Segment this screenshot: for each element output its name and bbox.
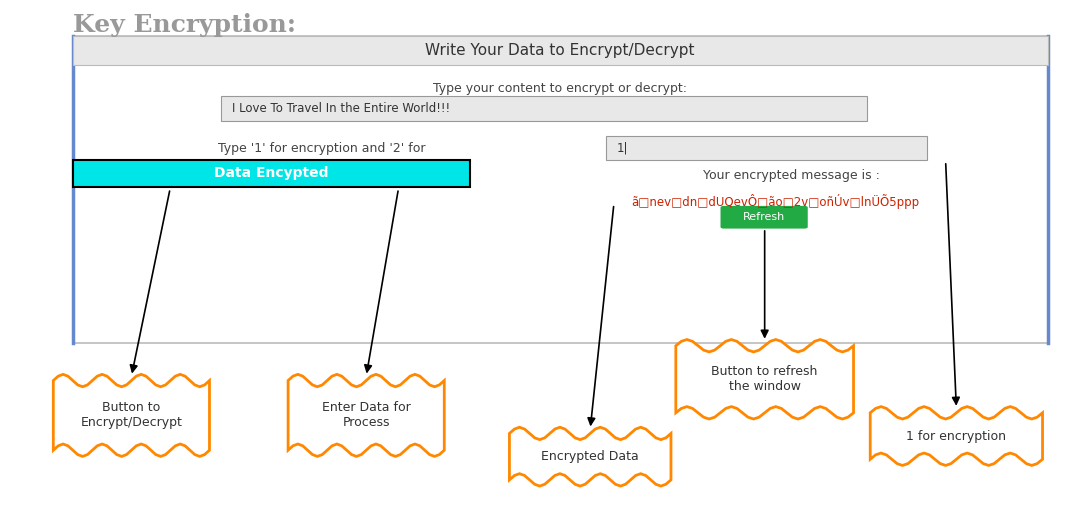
Text: Type '1' for encryption and '2' for: Type '1' for encryption and '2' for	[218, 142, 425, 155]
Text: Refresh: Refresh	[743, 212, 785, 222]
Text: I Love To Travel In the Entire World!!!: I Love To Travel In the Entire World!!!	[232, 102, 450, 116]
Text: Button to refresh
the window: Button to refresh the window	[712, 365, 817, 393]
FancyBboxPatch shape	[73, 160, 470, 187]
Text: Your encrypted message is :: Your encrypted message is :	[703, 169, 880, 182]
Text: Enter Data for
Process: Enter Data for Process	[322, 401, 410, 429]
PathPatch shape	[676, 340, 853, 419]
Text: Button to
Encrypt/Decrypt: Button to Encrypt/Decrypt	[81, 401, 182, 429]
PathPatch shape	[54, 375, 209, 456]
Text: Data Encypted: Data Encypted	[214, 166, 328, 181]
FancyBboxPatch shape	[221, 96, 867, 121]
PathPatch shape	[289, 375, 445, 456]
Text: Encrypted Data: Encrypted Data	[542, 450, 639, 463]
Text: Key Encryption:: Key Encryption:	[73, 13, 296, 37]
Text: Type your content to encrypt or decrypt:: Type your content to encrypt or decrypt:	[433, 82, 687, 95]
FancyBboxPatch shape	[606, 136, 927, 160]
Text: Write Your Data to Encrypt/Decrypt: Write Your Data to Encrypt/Decrypt	[425, 43, 695, 58]
Text: 1|: 1|	[617, 141, 629, 155]
FancyBboxPatch shape	[73, 36, 1048, 343]
PathPatch shape	[509, 427, 671, 486]
FancyBboxPatch shape	[721, 206, 808, 229]
Text: 1 for encryption: 1 for encryption	[907, 429, 1006, 443]
Text: ã□nev□dn□dUQevÔ□ão□2v□oñÚv□lnÜÕ5ppp: ã□nev□dn□dUQevÔ□ão□2v□oñÚv□lnÜÕ5ppp	[631, 194, 920, 209]
FancyBboxPatch shape	[73, 36, 1048, 64]
PathPatch shape	[870, 407, 1043, 465]
